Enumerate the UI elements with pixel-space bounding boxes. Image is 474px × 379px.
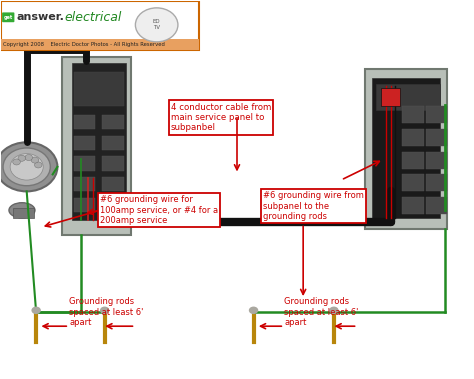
Circle shape [13,159,20,165]
Text: Grounding rods
spaced at least 6'
apart: Grounding rods spaced at least 6' apart [69,297,144,327]
Text: #6 grounding wire from
subpanel to the
grounding rods: #6 grounding wire from subpanel to the g… [263,191,364,221]
Circle shape [18,155,26,161]
Text: electrical: electrical [64,11,122,24]
Bar [74,115,95,129]
Text: #6 grounding wire for
100amp service, or #4 for a
200amp service: #6 grounding wire for 100amp service, or… [100,195,218,225]
Bar [102,198,124,212]
Bar [12,208,34,218]
Bar [102,156,124,171]
Circle shape [35,162,42,168]
Circle shape [25,155,33,161]
Bar [426,152,447,169]
Circle shape [329,307,338,314]
Bar [102,177,124,191]
Circle shape [100,307,109,314]
Bar [74,177,95,191]
Bar [381,88,400,106]
Bar [62,57,131,235]
Circle shape [0,142,57,191]
Bar [426,174,447,191]
Bar [74,136,95,150]
Ellipse shape [9,203,35,218]
Bar [426,129,447,146]
Text: Copyright 2008    Electric Doctor Photos - All Rights Reserved: Copyright 2008 Electric Doctor Photos - … [3,42,165,47]
FancyBboxPatch shape [0,1,199,50]
Bar [102,115,124,129]
Bar [72,63,126,220]
Bar [74,156,95,171]
Text: get: get [4,15,13,20]
Circle shape [249,307,258,314]
Text: 4 conductor cable from
main service panel to
subpanbel: 4 conductor cable from main service pane… [171,103,271,132]
Circle shape [3,148,50,186]
Circle shape [10,153,43,180]
Text: ED
TV: ED TV [153,19,161,30]
Text: answer.: answer. [16,12,64,22]
Text: Grounding rods
spaced at least 6'
apart: Grounding rods spaced at least 6' apart [284,297,359,327]
Bar [402,106,424,124]
Circle shape [31,157,39,163]
Circle shape [31,307,41,314]
Bar [74,198,95,212]
Bar [74,72,124,106]
Circle shape [136,8,178,42]
Bar [372,78,440,218]
Bar [365,69,447,229]
Bar [376,84,440,110]
Bar [402,197,424,214]
Bar [426,106,447,124]
FancyBboxPatch shape [0,39,199,50]
FancyBboxPatch shape [2,13,14,22]
Bar [426,197,447,214]
Bar [402,174,424,191]
Bar [102,136,124,150]
Bar [402,152,424,169]
Bar [402,129,424,146]
